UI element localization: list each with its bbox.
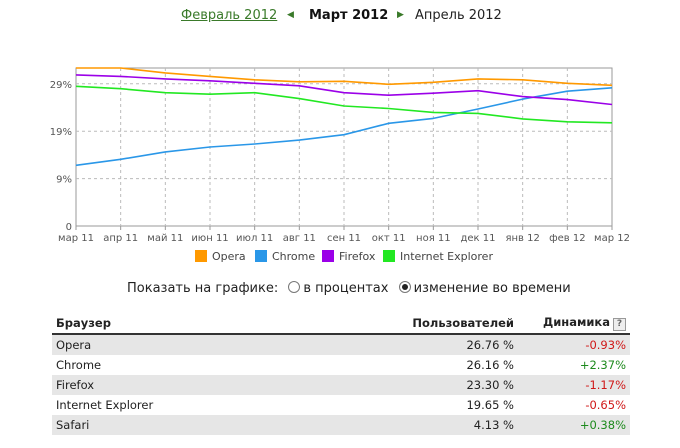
trend-value: +0.38% [518,415,630,435]
browser-name: Chrome [56,358,102,372]
series-line-opera [76,67,613,87]
series-line-internet-explorer [75,85,613,124]
arrow-right-icon[interactable]: ▶ [397,10,404,20]
col-users[interactable]: Пользователей [360,313,518,335]
next-month-link[interactable]: Апрель 2012 [415,8,502,23]
trend-value: -0.93% [518,334,630,355]
x-tick-label: мар 12 [594,233,630,244]
col-browser[interactable]: Браузер [52,313,360,335]
table-row: Opera 26.76 % -0.93% [52,334,630,355]
radio-over-time[interactable] [398,281,411,293]
legend-item-chrome: Chrome [255,250,315,263]
legend-item-ie: Internet Explorer [383,250,493,263]
x-tick-label: июн 11 [191,233,228,244]
users-share: 26.16 % [466,358,514,372]
legend-label-ie: Internet Explorer [400,250,493,263]
table-row: Internet Explorer 19.65 % -0.65% [52,395,630,415]
users-share: 4.13 % [360,415,518,435]
legend-swatch-ie [383,250,395,262]
legend-swatch-chrome [255,250,267,262]
browser-name: Firefox [52,375,360,395]
y-tick-label: 9% [56,175,72,186]
trend-value: -1.17% [518,375,630,395]
x-tick-label: авг 11 [283,233,316,244]
y-tick-label: 29% [50,80,72,91]
legend-label-opera: Opera [212,250,246,263]
legend-swatch-firefox [322,250,334,262]
x-tick-label: ноя 11 [416,233,451,244]
x-tick-label: янв 12 [505,233,539,244]
legend-label-chrome: Chrome [272,250,316,263]
prev-month-link[interactable]: Февраль 2012 [181,8,278,23]
table-row: Safari 4.13 % +0.38% [52,415,630,435]
help-icon[interactable]: ? [613,318,626,331]
browser-share-chart: 0 9% 19% 29% мар 11 апр 11 май 11 июн 11 июл 11 а… [50,67,630,244]
table-row: Firefox 23.30 % -1.17% [52,375,630,395]
legend-swatch-opera [195,250,207,262]
col-trend[interactable]: Динамика? [518,313,630,335]
series-line-firefox [75,74,613,106]
browser-name: Safari [52,415,360,435]
radio-percent[interactable] [288,281,301,293]
x-tick-label: дек 11 [460,233,495,244]
legend-label-firefox: Firefox [339,250,376,263]
display-mode-selector: Показать на графике: в процентах изменен… [127,281,571,296]
users-share: 26.76 % [360,334,518,355]
browser-stats-table: Браузер Пользователей Динамика? Opera 26… [52,313,630,435]
users-share: 23.30 % [360,375,518,395]
series-line-chrome [75,87,613,167]
x-tick-label: окт 11 [372,233,406,244]
y-tick-label: 19% [50,127,72,138]
browser-name: Opera [52,334,360,355]
table-header-row: Браузер Пользователей Динамика? [52,313,630,335]
legend-item-opera: Opera [195,250,246,263]
radio-over-time-label[interactable]: изменение во времени [413,281,571,296]
trend-value: -0.65% [585,398,626,412]
display-mode-label: Показать на графике: [127,281,279,296]
x-tick-label: апр 11 [103,233,138,244]
browser-name: Internet Explorer [56,398,154,412]
y-tick-label: 0 [66,222,72,233]
legend-item-firefox: Firefox [322,250,375,263]
users-share: 19.65 % [466,398,514,412]
arrow-left-icon[interactable]: ◀ [287,10,294,20]
col-trend-label: Динамика [542,315,610,329]
current-month: Март 2012 [309,8,389,23]
trend-value: +2.37% [579,358,626,372]
x-tick-label: май 11 [147,233,183,244]
table-row: Chrome 26.16 % +2.37% [52,355,630,375]
x-tick-label: мар 11 [58,233,94,244]
x-tick-label: июл 11 [236,233,273,244]
x-tick-label: фев 12 [549,233,586,244]
month-navigation: Февраль 2012 ◀ Март 2012 ▶ Апрель 2012 [0,8,680,26]
radio-percent-label[interactable]: в процентах [303,281,389,296]
x-tick-label: сен 11 [327,233,361,244]
